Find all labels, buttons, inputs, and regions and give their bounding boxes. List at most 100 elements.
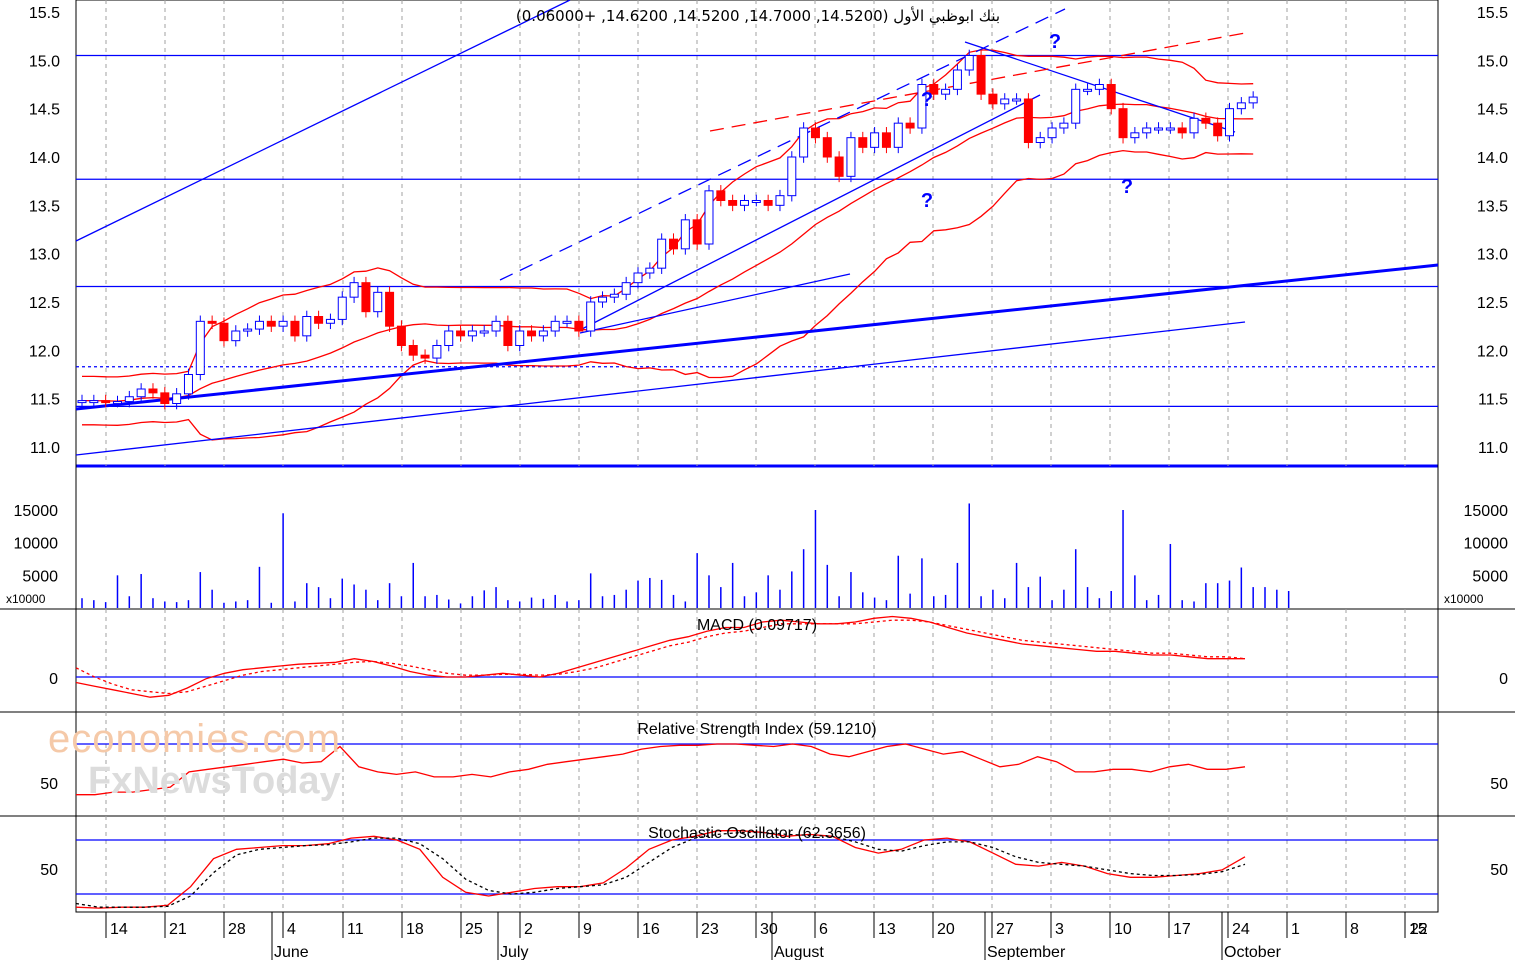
y-tick-label-right: 15.0 (1477, 53, 1508, 70)
volume-tick-right: 10000 (1464, 536, 1509, 553)
bollinger-middle (82, 103, 1254, 402)
volume-tick-left: 10000 (14, 536, 59, 553)
candle-body (1035, 137, 1045, 144)
candle-body (964, 55, 974, 71)
y-tick-label-right: 13.5 (1477, 198, 1508, 215)
candle-body (183, 374, 193, 395)
candle-body (467, 330, 477, 337)
candle-body (1165, 127, 1175, 131)
long-trend-line (75, 321, 1246, 456)
vertical-grid (105, 0, 1406, 912)
candle-body (515, 330, 525, 346)
rsi-tick-right: 50 (1490, 776, 1508, 793)
month-label: July (500, 944, 528, 960)
candle-body (846, 137, 856, 177)
question-mark-annotation: ? (921, 190, 933, 212)
candle-body (633, 272, 643, 284)
candle-body (787, 156, 797, 197)
x-tick-label: 16 (642, 921, 660, 938)
x-tick-label: 8 (1350, 921, 1359, 938)
y-tick-label-left: 12.0 (29, 343, 60, 360)
x-tick-label: 2 (524, 921, 533, 938)
candle-body (905, 122, 915, 129)
candle-body (314, 316, 324, 324)
candle-body (1201, 117, 1211, 124)
main-trend-line (75, 263, 1439, 411)
candle-body (893, 122, 903, 148)
candle-body (408, 345, 418, 356)
question-mark-annotation: ? (921, 89, 933, 111)
macd-zero-label-left: 0 (49, 671, 58, 688)
x-tick-label: 13 (878, 921, 896, 938)
candle-body (810, 127, 820, 139)
candle-body (657, 238, 667, 269)
x-tick-label: 25 (465, 921, 483, 938)
candle-body (266, 320, 276, 327)
bollinger-bands (82, 49, 1254, 441)
stoch-d-line (75, 831, 1246, 908)
candle-body (574, 320, 584, 332)
candle-body (195, 320, 205, 376)
y-tick-label-right: 14.0 (1477, 150, 1508, 167)
bollinger-upper (82, 49, 1254, 378)
rsi-tick-left: 50 (40, 776, 58, 793)
x-axis: 14 21 28 4 11 18 25 2 9 16 23 30 6 13 20 27 3 10 17 24 1 8 152… (105, 912, 1428, 960)
candle-body (302, 316, 312, 337)
y-tick-label-right: 14.5 (1477, 102, 1508, 119)
x-tick-label: 23 (701, 921, 719, 938)
candle-body (976, 55, 986, 95)
stochastic-lines: 50 50 (40, 830, 1508, 909)
candle-body (1118, 108, 1128, 139)
support-resistance-lines (76, 54, 1438, 408)
candle-body (562, 320, 572, 324)
candle-body (1071, 88, 1081, 124)
candle-body (858, 137, 868, 148)
candle-body (834, 156, 844, 177)
candle-body (763, 200, 773, 206)
x-tick-label: 18 (406, 921, 424, 938)
candle-body (1177, 127, 1187, 134)
candle-body (669, 238, 678, 250)
candle-body (1130, 132, 1140, 139)
x-tick-label: 28 (228, 921, 246, 938)
macd-zero-label-right: 0 (1499, 671, 1508, 688)
candle-body (1047, 127, 1057, 139)
volume-tick-right: 15000 (1464, 503, 1509, 520)
candle-body (1000, 98, 1010, 105)
candle-body (775, 195, 785, 206)
candle-body (1094, 84, 1104, 90)
chart-frame (0, 0, 1515, 913)
candle-body (349, 282, 359, 298)
y-tick-label-left: 15.5 (29, 5, 60, 22)
y-tick-label-right: 11.0 (1478, 440, 1508, 457)
candle-body (491, 320, 501, 332)
candle-body (112, 401, 122, 405)
candle-body (680, 219, 690, 250)
candle-body (243, 328, 253, 332)
month-label: September (987, 944, 1066, 960)
candle-body (278, 320, 288, 327)
candle-body (645, 267, 655, 274)
candle-body (1236, 102, 1246, 110)
watermark: economies.com FxNewsToday (48, 717, 341, 802)
candle-body (1142, 127, 1152, 134)
x-tick-label: 3 (1055, 921, 1064, 938)
candle-body (172, 393, 182, 405)
y-tick-label-right: 13.0 (1477, 247, 1508, 264)
watermark-line1: economies.com (48, 717, 341, 761)
macd-label: MACD (0.09717) (697, 617, 817, 634)
y-tick-label-left: 13.0 (29, 247, 60, 264)
candle-body (124, 396, 134, 403)
stochastic-label: Stochastic Oscillator (62.3656) (648, 825, 866, 842)
candle-body (420, 354, 430, 359)
stoch-tick-right: 50 (1490, 862, 1508, 879)
question-mark-annotation: ? (1121, 176, 1133, 198)
y-tick-label-right: 12.5 (1477, 295, 1508, 312)
candle-body (692, 219, 702, 245)
upper-channel-line (75, 0, 571, 242)
candle-body (952, 69, 962, 90)
macd-signal-line (75, 619, 1246, 695)
y-tick-label-left: 11.0 (30, 440, 60, 457)
y-axis-labels: 11.0 11.0 11.5 11.5 12.0 12.0 12.5 12.5 13.0 13.0… (29, 5, 1508, 457)
